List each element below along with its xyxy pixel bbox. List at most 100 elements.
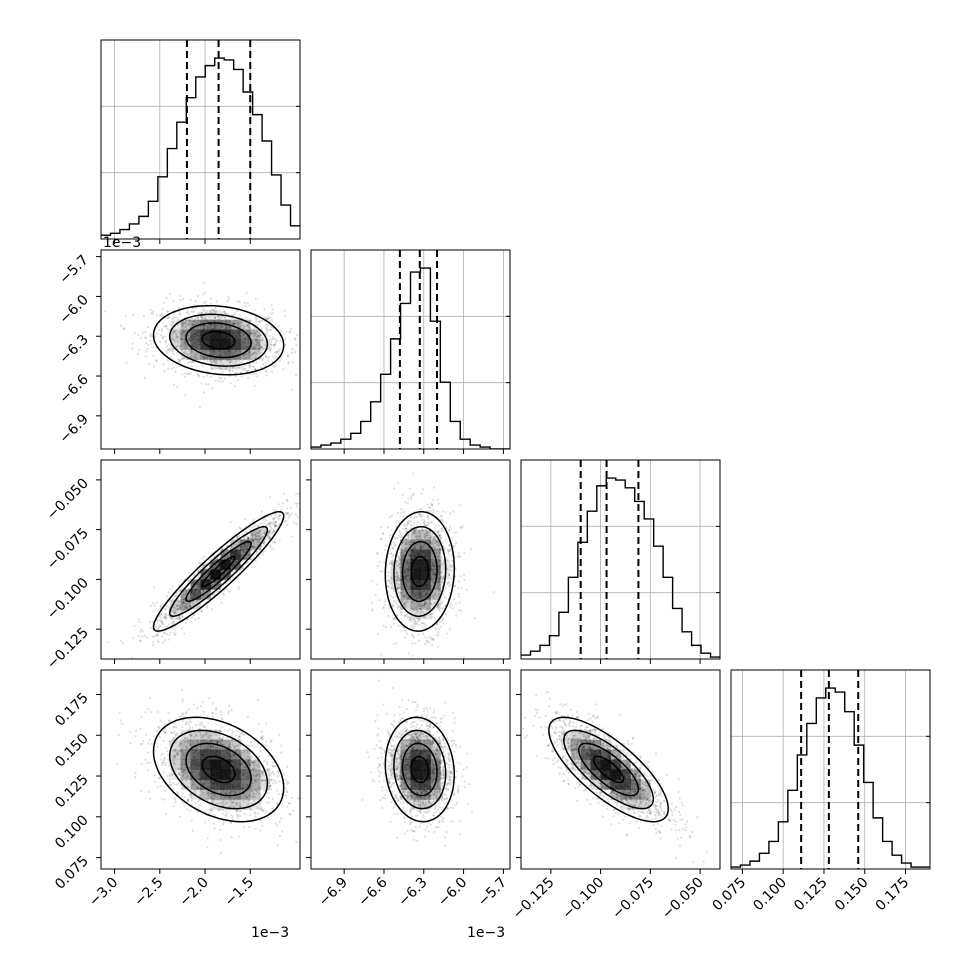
scatter-point: [249, 327, 252, 330]
scatter-point: [199, 315, 203, 318]
scatter-point: [277, 325, 280, 328]
scatter-point: [418, 536, 421, 539]
density-cell: [190, 349, 201, 360]
scatter-point: [237, 322, 240, 325]
scatter-point: [228, 320, 231, 323]
scatter-point: [432, 596, 435, 599]
scatter-point: [421, 610, 424, 613]
scatter-point: [252, 332, 255, 335]
scatter-point: [302, 364, 304, 366]
scatter-point: [196, 294, 200, 298]
scatter-point: [378, 560, 381, 563]
scatter-point: [203, 359, 206, 362]
scatter-point: [270, 328, 273, 331]
scatter-point: [188, 571, 191, 575]
scatter-point: [186, 352, 189, 355]
scatter-point: [267, 768, 270, 771]
scatter-point: [160, 312, 163, 316]
scatter-point: [458, 609, 461, 612]
scatter-point: [255, 330, 259, 333]
scatter-point: [203, 810, 207, 813]
scatter-point: [176, 317, 179, 320]
scatter-point: [218, 828, 222, 832]
scatter-point: [198, 357, 201, 360]
scatter-point: [172, 331, 175, 334]
scatter-point: [242, 353, 245, 356]
scatter-point: [444, 587, 447, 590]
contour-line: [169, 313, 269, 367]
scatter-point: [220, 368, 223, 371]
scatter-point: [270, 739, 273, 742]
scatter-point: [181, 596, 184, 599]
scatter-point: [172, 761, 175, 764]
scatter-point: [180, 688, 184, 692]
scatter-point: [150, 342, 153, 345]
scatter-point: [430, 644, 434, 647]
scatter-point: [266, 317, 269, 320]
scatter-point: [294, 338, 297, 341]
scatter-point: [459, 609, 463, 612]
scatter-point: [456, 555, 459, 558]
scatter-point: [178, 607, 182, 610]
scatter-point: [193, 602, 196, 605]
scatter-point: [275, 524, 278, 528]
scatter-point: [261, 346, 264, 349]
scatter-point: [243, 550, 246, 554]
scatter-point: [273, 337, 276, 340]
scatter-point: [403, 523, 406, 526]
scatter-point: [144, 758, 147, 761]
scatter-point: [415, 532, 418, 535]
scatter-point: [196, 373, 200, 376]
scatter-point: [187, 579, 190, 582]
scatter-point: [196, 747, 199, 750]
scatter-point: [197, 786, 200, 790]
scatter-point: [240, 367, 244, 370]
scatter-point: [206, 356, 209, 359]
scatter-point: [205, 327, 208, 330]
scatter-point: [252, 526, 255, 529]
scatter-point: [458, 601, 461, 604]
scatter-point: [416, 611, 419, 614]
scatter-point: [159, 340, 162, 343]
scatter-point: [288, 812, 291, 815]
scatter-point: [197, 581, 200, 585]
scatter-point: [267, 523, 270, 526]
scatter-point: [452, 544, 455, 547]
scatter-point: [221, 592, 224, 595]
scatter-point: [334, 793, 336, 795]
scatter-point: [428, 541, 432, 545]
scatter-point: [392, 605, 395, 608]
scatter-point: [405, 527, 408, 530]
scatter-point: [122, 327, 125, 330]
scatter-point: [172, 366, 175, 369]
scatter-point: [451, 559, 454, 562]
scatter-point: [295, 333, 299, 337]
scatter-point: [395, 520, 398, 523]
scatter-point: [155, 601, 158, 604]
scatter-point: [249, 332, 253, 336]
scatter-point: [228, 728, 231, 731]
scatter-point: [150, 312, 153, 315]
scatter-point: [254, 533, 257, 537]
scatter-point: [220, 315, 223, 318]
scatter-point: [189, 310, 192, 313]
scatter-point: [198, 326, 201, 330]
scatter-point: [220, 601, 223, 604]
scatter-point: [231, 360, 234, 363]
scatter-point: [246, 301, 249, 304]
scatter-point: [267, 754, 271, 757]
scatter-point: [179, 359, 182, 362]
scatter-point: [257, 528, 260, 531]
scatter-point: [399, 598, 402, 601]
scatter-point: [434, 524, 438, 527]
scatter-point: [404, 547, 408, 550]
scatter-point: [403, 543, 407, 546]
scatter-point: [194, 319, 197, 322]
scatter-point: [157, 628, 160, 631]
scatter-point: [181, 324, 184, 327]
scatter-point: [258, 319, 262, 322]
scatter-point: [243, 367, 246, 370]
scatter-point: [176, 608, 179, 611]
scatter-point: [266, 331, 269, 334]
scatter-point: [250, 549, 253, 552]
